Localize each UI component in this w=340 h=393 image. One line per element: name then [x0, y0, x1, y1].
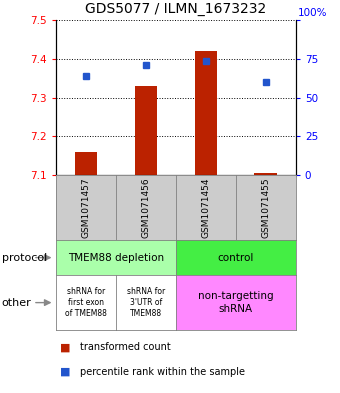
Text: shRNA for
first exon
of TMEM88: shRNA for first exon of TMEM88 [65, 287, 107, 318]
Text: control: control [218, 253, 254, 263]
Text: percentile rank within the sample: percentile rank within the sample [80, 367, 245, 376]
Text: ■: ■ [59, 367, 70, 376]
Text: GSM1071456: GSM1071456 [141, 177, 151, 238]
Text: protocol: protocol [2, 253, 47, 263]
Bar [75, 152, 98, 175]
Text: TMEM88 depletion: TMEM88 depletion [68, 253, 164, 263]
Text: shRNA for
3'UTR of
TMEM88: shRNA for 3'UTR of TMEM88 [127, 287, 165, 318]
Text: GSM1071455: GSM1071455 [261, 177, 270, 238]
Title: GDS5077 / ILMN_1673232: GDS5077 / ILMN_1673232 [85, 2, 267, 16]
Bar [194, 51, 217, 175]
Text: non-targetting
shRNA: non-targetting shRNA [198, 292, 274, 314]
Text: GSM1071457: GSM1071457 [82, 177, 90, 238]
Bar [135, 86, 157, 175]
Text: ■: ■ [59, 342, 70, 352]
Text: other: other [2, 298, 31, 308]
Bar [254, 173, 277, 175]
Text: 100%: 100% [298, 9, 327, 18]
Text: GSM1071454: GSM1071454 [201, 178, 210, 238]
Text: transformed count: transformed count [80, 342, 171, 352]
